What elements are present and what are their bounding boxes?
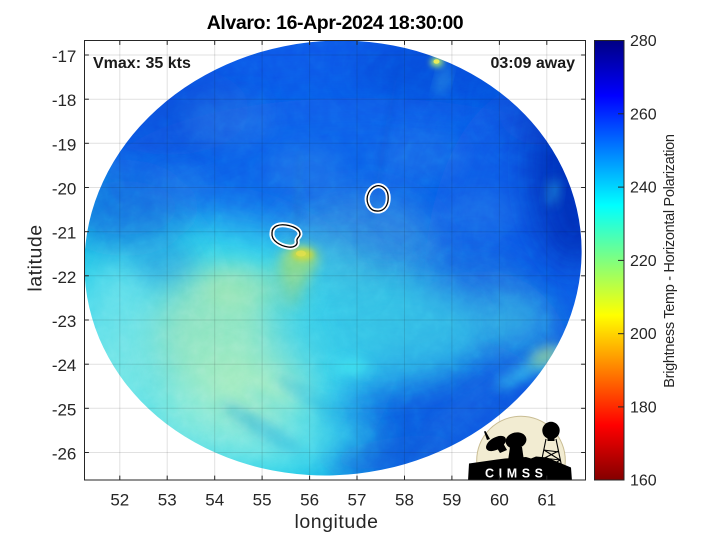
svg-text:-24: -24 xyxy=(52,356,77,375)
svg-text:52: 52 xyxy=(110,491,129,510)
svg-text:latitude: latitude xyxy=(25,224,47,291)
svg-text:60: 60 xyxy=(490,491,509,510)
svg-text:-18: -18 xyxy=(52,91,77,110)
svg-text:200: 200 xyxy=(630,326,657,343)
svg-text:53: 53 xyxy=(158,491,177,510)
svg-text:240: 240 xyxy=(630,180,657,197)
svg-text:-20: -20 xyxy=(52,180,77,199)
svg-text:54: 54 xyxy=(205,491,224,510)
svg-text:56: 56 xyxy=(300,491,319,510)
svg-text:Brightness Temp - Horizontal P: Brightness Temp - Horizontal Polarizatio… xyxy=(662,134,678,388)
svg-text:55: 55 xyxy=(253,491,272,510)
svg-text:59: 59 xyxy=(442,491,461,510)
svg-text:Alvaro: 16-Apr-2024 18:30:00: Alvaro: 16-Apr-2024 18:30:00 xyxy=(207,12,464,34)
svg-text:-25: -25 xyxy=(52,400,77,419)
svg-text:-23: -23 xyxy=(52,312,77,331)
svg-text:58: 58 xyxy=(395,491,414,510)
svg-text:280: 280 xyxy=(630,33,657,50)
svg-text:180: 180 xyxy=(630,399,657,416)
svg-text:03:09 away: 03:09 away xyxy=(490,55,575,72)
svg-text:-17: -17 xyxy=(52,47,77,66)
svg-text:Vmax: 35 kts: Vmax: 35 kts xyxy=(93,55,191,72)
svg-text:CIMSS: CIMSS xyxy=(485,467,548,481)
svg-text:-22: -22 xyxy=(52,268,77,287)
svg-text:260: 260 xyxy=(630,106,657,123)
svg-text:220: 220 xyxy=(630,253,657,270)
svg-text:57: 57 xyxy=(348,491,367,510)
svg-text:61: 61 xyxy=(537,491,556,510)
svg-text:-26: -26 xyxy=(52,445,77,464)
svg-text:-19: -19 xyxy=(52,135,77,154)
svg-text:-21: -21 xyxy=(52,224,77,243)
svg-text:longitude: longitude xyxy=(294,511,378,533)
svg-text:160: 160 xyxy=(630,473,657,490)
